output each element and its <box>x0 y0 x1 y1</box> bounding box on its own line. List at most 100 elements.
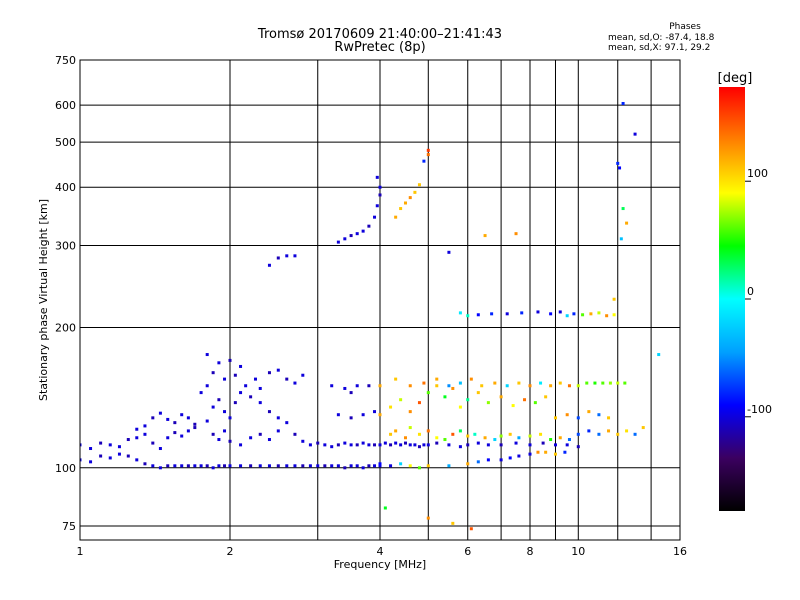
data-point <box>517 454 521 458</box>
data-point <box>349 443 353 447</box>
data-point <box>587 429 591 433</box>
data-point <box>293 464 297 468</box>
y-tick-label: 400 <box>55 181 76 194</box>
data-point <box>528 434 532 438</box>
data-point <box>173 464 177 468</box>
data-point <box>408 196 412 200</box>
data-point <box>267 464 271 468</box>
data-point <box>151 464 155 468</box>
data-point <box>539 432 543 436</box>
data-point <box>607 416 611 420</box>
data-point <box>378 185 382 189</box>
data-point <box>166 436 170 440</box>
data-point <box>375 175 379 179</box>
data-point <box>239 391 243 395</box>
data-point <box>641 426 645 430</box>
data-point <box>143 432 147 436</box>
data-point <box>135 427 139 431</box>
data-point <box>499 443 503 447</box>
data-point <box>199 464 203 468</box>
colorbar-label: [deg] <box>718 71 753 86</box>
data-point <box>361 441 365 445</box>
x-axis: 1 2 4 6 8 10 16 <box>77 545 688 558</box>
data-point <box>597 413 601 417</box>
data-point <box>330 464 334 468</box>
y-tick-label: 300 <box>55 239 76 252</box>
data-point <box>355 464 359 468</box>
data-point <box>186 429 190 433</box>
data-point <box>447 443 451 447</box>
data-point <box>576 384 580 388</box>
data-point <box>239 464 243 468</box>
data-point <box>426 148 430 152</box>
data-point <box>336 240 340 244</box>
data-point <box>308 443 312 447</box>
data-point <box>211 371 215 375</box>
data-point <box>228 464 232 468</box>
data-point <box>186 416 190 420</box>
data-point <box>217 438 221 442</box>
data-point <box>451 386 455 390</box>
y-tick-label: 200 <box>55 322 76 335</box>
data-point <box>417 445 421 449</box>
data-point <box>308 464 312 468</box>
data-point <box>228 416 232 420</box>
data-point <box>458 381 462 385</box>
colorbar-tick-label: 0 <box>747 285 754 298</box>
data-point <box>458 429 462 433</box>
data-point <box>373 443 377 447</box>
data-point <box>403 441 407 445</box>
data-point <box>544 450 548 454</box>
data-point <box>403 436 407 440</box>
data-point <box>576 416 580 420</box>
data-point <box>99 454 103 458</box>
data-point <box>587 410 591 414</box>
data-point <box>493 381 497 385</box>
data-point <box>349 464 353 468</box>
data-point <box>166 464 170 468</box>
data-point <box>567 384 571 388</box>
data-point <box>536 450 540 454</box>
data-point <box>572 312 576 316</box>
data-point <box>186 464 190 468</box>
data-point <box>447 464 451 468</box>
data-point <box>158 411 162 415</box>
data-point <box>205 419 209 423</box>
data-points <box>80 101 661 531</box>
data-point <box>408 410 412 414</box>
data-point <box>135 458 139 462</box>
data-point <box>389 405 393 409</box>
data-point <box>601 381 605 385</box>
data-point <box>211 405 215 409</box>
data-point <box>528 452 532 456</box>
data-point <box>239 364 243 368</box>
data-point <box>199 391 203 395</box>
data-point <box>553 443 557 447</box>
chart-grid <box>80 60 680 540</box>
x-tick-label: 10 <box>571 545 585 558</box>
plot-frame <box>79 59 681 541</box>
data-point <box>422 159 426 163</box>
data-point <box>458 445 462 449</box>
data-point <box>389 443 393 447</box>
data-point <box>480 384 484 388</box>
data-point <box>563 450 567 454</box>
data-point <box>126 454 130 458</box>
x-tick-label: 8 <box>527 545 534 558</box>
data-point <box>486 458 490 462</box>
data-point <box>533 401 537 405</box>
data-point <box>458 405 462 409</box>
data-point <box>316 441 320 445</box>
data-point <box>343 386 347 390</box>
data-point <box>597 432 601 436</box>
data-point <box>403 201 407 205</box>
data-point <box>293 254 297 258</box>
y-tick-label: 600 <box>55 99 76 112</box>
data-point <box>514 232 518 236</box>
data-point <box>285 421 289 425</box>
data-point <box>528 443 532 447</box>
y-axis-label: Stationary phase Virtual Height [km] <box>37 199 50 401</box>
data-point <box>367 224 371 228</box>
data-point <box>361 413 365 417</box>
data-point <box>553 452 557 456</box>
